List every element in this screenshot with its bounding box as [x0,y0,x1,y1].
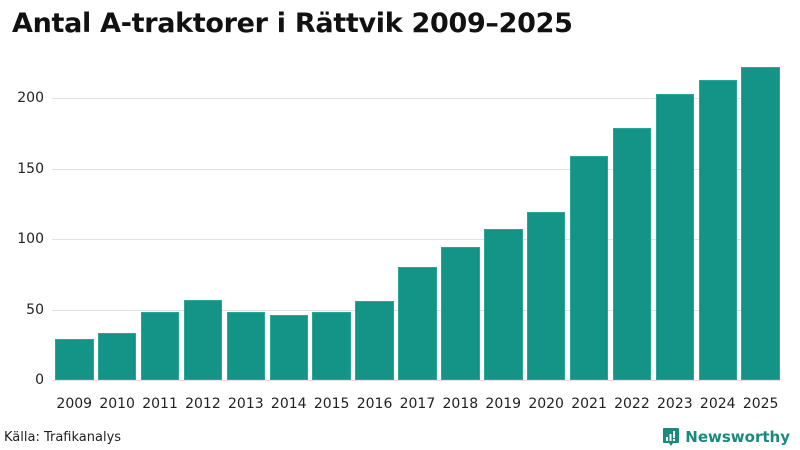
x-tick-label: 2023 [657,396,693,412]
bar-2023 [655,93,695,380]
bar-2022 [612,127,652,380]
x-tick-label: 2017 [399,396,436,412]
brand-name: Newsworthy [685,428,790,446]
bar-2011 [140,312,180,380]
bar-2014 [269,315,308,380]
bar-2016 [355,301,394,380]
gridline [52,239,780,240]
x-tick-label: 2012 [185,396,221,412]
y-tick-label: 0 [35,372,44,388]
bar-2018 [441,247,480,380]
y-tick-label: 150 [17,160,44,177]
x-tick-label: 2018 [442,396,479,412]
x-tick-label: 2019 [485,396,522,412]
gridline [52,98,780,99]
newsworthy-logo: Newsworthy [662,427,790,447]
gridline [52,168,780,170]
bar-2015 [312,312,351,380]
x-tick-label: 2025 [742,396,779,412]
x-tick-label: 2020 [528,396,564,412]
x-tick-label: 2009 [56,396,93,412]
bar-2020 [526,212,566,380]
y-tick-label: 50 [26,301,44,318]
x-tick-label: 2015 [313,396,350,412]
x-tick-label: 2010 [99,396,135,412]
bar-chart-speech-bubble-icon [663,428,680,446]
bar-2010 [97,333,137,380]
x-tick-label: 2024 [699,396,736,412]
source-note: Källa: Trafikanalys [4,430,122,445]
bar-2024 [698,79,737,380]
chart-title: Antal A-traktorer i Rättvik 2009–2025 [12,8,573,39]
bar-2021 [569,155,609,380]
bar-2017 [398,267,437,380]
gridline [52,380,780,381]
y-tick-label: 200 [17,90,44,106]
bar-2025 [741,66,780,380]
x-tick-label: 2014 [270,396,307,412]
bar-2012 [183,299,223,380]
y-tick-label: 100 [17,231,44,247]
bar-2009 [55,339,94,380]
x-tick-label: 2016 [356,396,393,412]
x-tick-label: 2011 [142,396,178,412]
x-tick-label: 2022 [614,396,650,412]
bar-2013 [226,312,266,380]
x-tick-label: 2021 [571,396,607,412]
x-tick-label: 2013 [228,396,264,412]
bar-2019 [484,229,523,380]
